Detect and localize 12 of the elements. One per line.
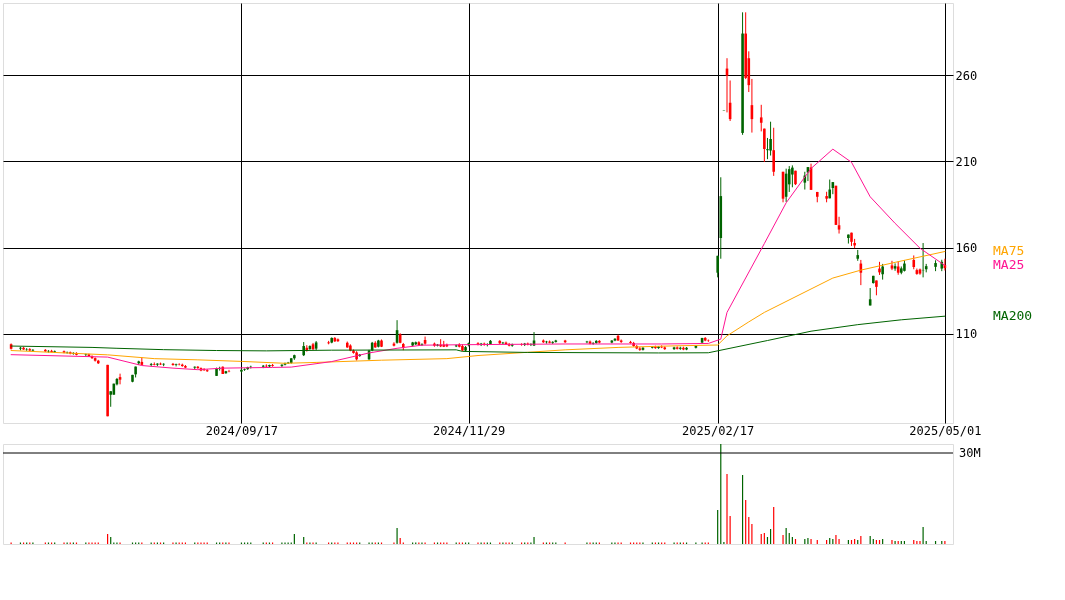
text: MA200 bbox=[993, 308, 1033, 324]
text: MA75 bbox=[993, 243, 1025, 259]
y-tick-label: 260 bbox=[955, 68, 978, 83]
x-tick-label: 2025/02/17 bbox=[682, 423, 755, 438]
y-tick-label: 110 bbox=[955, 327, 978, 342]
x-tick-label: 2024/11/29 bbox=[433, 423, 506, 438]
ref-line-label: 30M bbox=[959, 446, 981, 460]
y-tick-label: 160 bbox=[955, 241, 978, 256]
x-tick-label: 2025/05/01 bbox=[909, 423, 982, 438]
y-tick-label: 210 bbox=[955, 154, 978, 169]
text: MA25 bbox=[993, 257, 1025, 273]
x-tick-label: 2024/09/17 bbox=[205, 423, 279, 438]
